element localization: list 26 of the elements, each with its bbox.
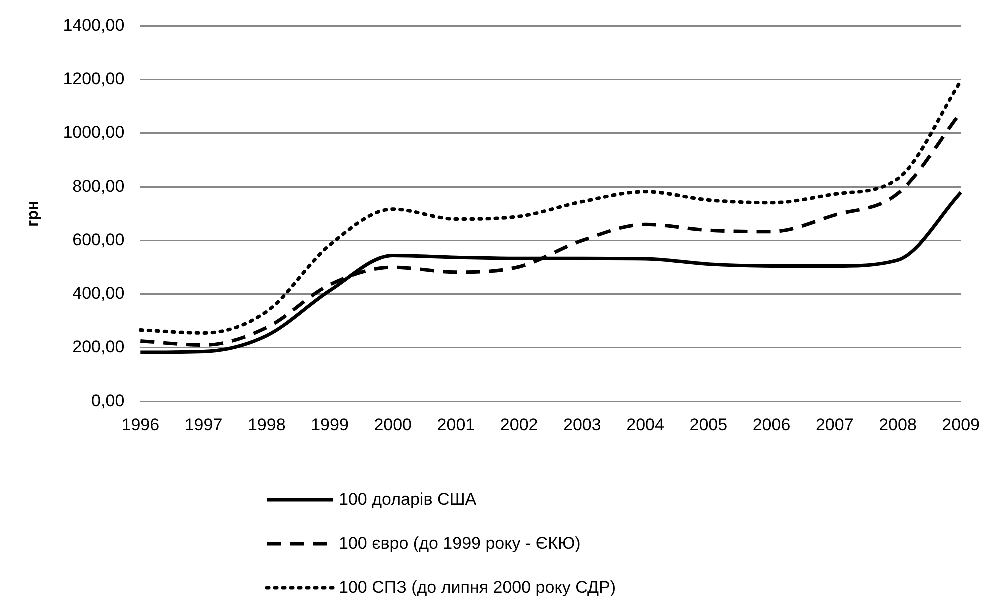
y-tick-label: 1400,00 [63, 16, 125, 35]
x-tick-label: 2001 [437, 415, 476, 434]
x-tick-label: 1997 [184, 415, 223, 434]
x-tick-label: 2008 [879, 415, 917, 434]
x-tick-label: 2007 [816, 415, 854, 434]
y-tick-label: 600,00 [72, 230, 125, 250]
legend-label: 100 СПЗ (до липня 2000 року СДР) [339, 578, 616, 598]
x-tick-label: 1998 [248, 415, 286, 434]
legend-label: 100 євро (до 1999 року - ЄКЮ) [339, 534, 581, 554]
x-tick-label: 2000 [374, 415, 412, 434]
y-axis-title: грн [25, 200, 42, 227]
x-tick-label: 2004 [626, 415, 664, 434]
x-tick-label: 1999 [311, 415, 349, 434]
x-tick-label: 2002 [500, 415, 538, 434]
x-tick-label: 2005 [690, 415, 728, 434]
x-tick-label: 2009 [942, 415, 980, 434]
x-tick-label: 2006 [752, 415, 791, 434]
y-tick-label: 200,00 [72, 338, 125, 357]
y-tick-label: 1200,00 [63, 70, 125, 89]
x-tick-label: 1996 [122, 415, 160, 434]
y-tick-label: 800,00 [72, 176, 125, 196]
legend-label: 100 доларів США [339, 490, 477, 510]
x-tick-label: 2003 [564, 415, 602, 434]
y-tick-label: 1000,00 [63, 123, 125, 142]
y-tick-label: 400,00 [72, 284, 125, 304]
y-tick-label: 0,00 [92, 391, 125, 410]
